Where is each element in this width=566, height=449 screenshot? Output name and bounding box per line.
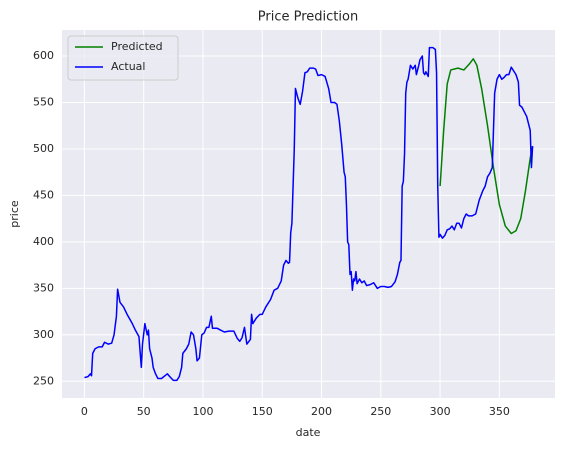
data-line: [439, 58, 534, 235]
y-tick-label: 350: [33, 281, 54, 294]
y-tick-label: 400: [33, 235, 54, 248]
y-tick-label: 600: [33, 49, 54, 62]
legend: Predicted Actual: [67, 35, 179, 81]
x-tick-label: 300: [430, 405, 451, 418]
x-tick-label: 150: [252, 405, 273, 418]
x-tick-label: 0: [81, 405, 88, 418]
legend-label: Actual: [111, 60, 145, 73]
x-tick-label: 200: [311, 405, 332, 418]
data-line: [84, 46, 534, 382]
x-tick-label: 350: [489, 405, 510, 418]
x-axis-label: date: [296, 426, 321, 439]
x-tick-label: 50: [137, 405, 151, 418]
chart-title: Price Prediction: [258, 10, 358, 25]
x-tick-label: 250: [370, 405, 391, 418]
y-tick-label: 550: [33, 95, 54, 108]
y-axis-label: price: [8, 200, 21, 228]
y-tick-label: 250: [33, 374, 54, 387]
x-tick-label: 100: [192, 405, 213, 418]
legend-label: Predicted: [111, 40, 163, 53]
y-tick-label: 300: [33, 328, 54, 341]
y-tick-label: 450: [33, 188, 54, 201]
y-tick-label: 500: [33, 142, 54, 155]
